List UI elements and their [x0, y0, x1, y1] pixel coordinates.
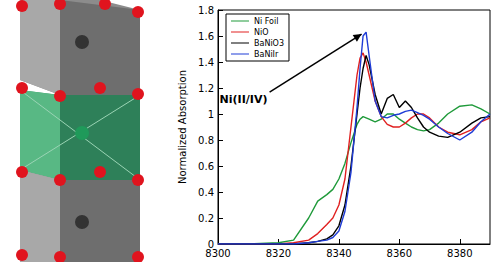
- svg-text:1.4: 1.4: [198, 57, 214, 68]
- svg-text:1.2: 1.2: [198, 83, 214, 94]
- svg-text:Ni Foil: Ni Foil: [254, 17, 278, 26]
- svg-text:8320: 8320: [266, 248, 291, 259]
- svg-text:0.4: 0.4: [198, 187, 214, 198]
- svg-text:8340: 8340: [326, 248, 351, 259]
- svg-text:8300: 8300: [205, 248, 230, 259]
- svg-text:Normalized Absorption: Normalized Absorption: [177, 70, 188, 184]
- svg-text:0: 0: [207, 238, 214, 250]
- svg-text:BaNiO3: BaNiO3: [254, 39, 284, 48]
- svg-text:1.8: 1.8: [198, 5, 214, 16]
- svg-text:1.6: 1.6: [198, 31, 214, 42]
- svg-text:0.8: 0.8: [198, 135, 214, 146]
- svg-text:0.6: 0.6: [198, 161, 214, 172]
- svg-text:8380: 8380: [447, 248, 472, 259]
- svg-text:NiO: NiO: [254, 28, 269, 37]
- svg-text:1: 1: [208, 109, 214, 120]
- svg-text:8360: 8360: [387, 248, 412, 259]
- svg-text:BaNiIr: BaNiIr: [254, 50, 279, 59]
- svg-text:0.2: 0.2: [198, 213, 214, 224]
- svg-text:Ni(II/IV): Ni(II/IV): [220, 93, 268, 106]
